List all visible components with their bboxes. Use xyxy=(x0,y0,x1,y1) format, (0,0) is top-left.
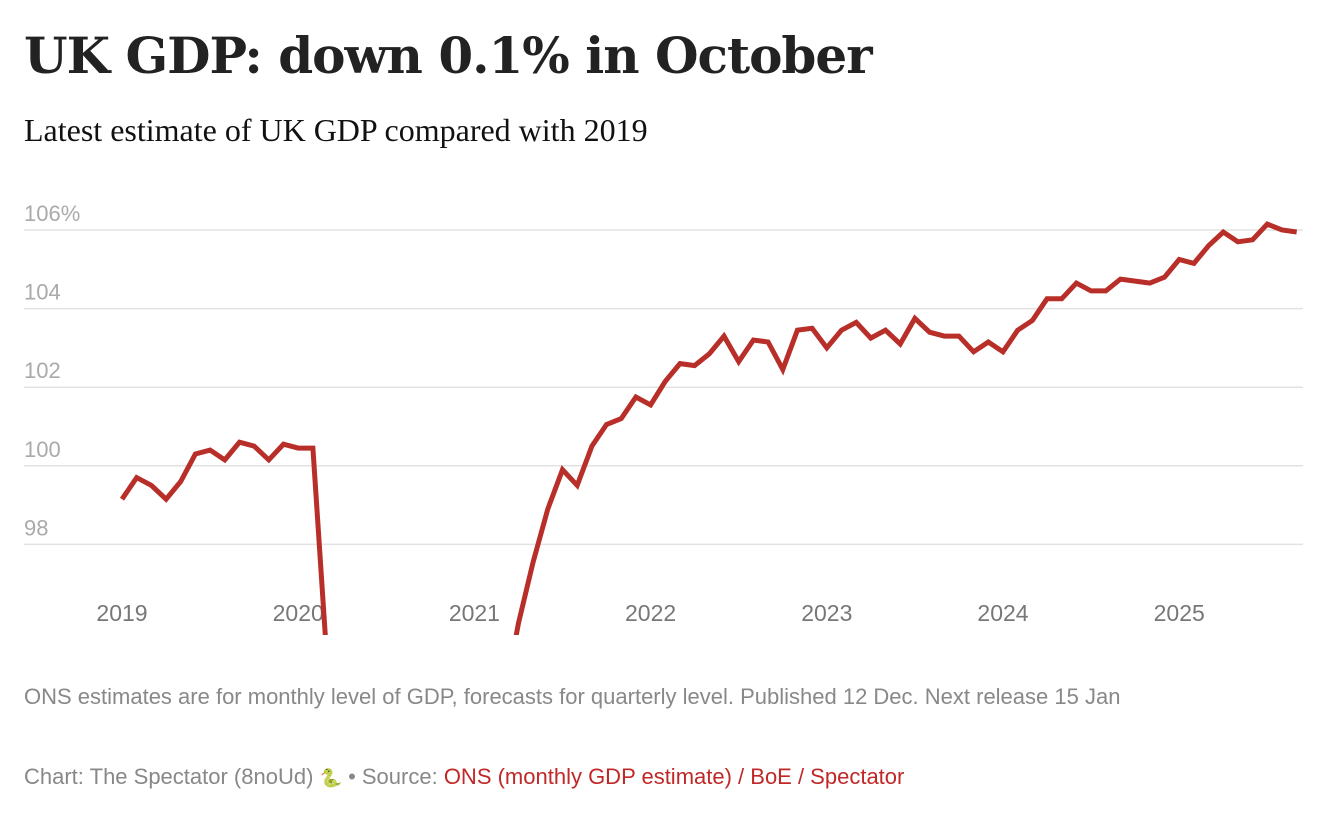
x-tick-label: 2020 xyxy=(273,600,324,626)
y-tick-label: 102 xyxy=(24,358,61,383)
chart-subtitle: Latest estimate of UK GDP compared with … xyxy=(24,112,648,148)
y-axis-ticks: 98 100 102 104 106% xyxy=(24,201,80,540)
series-line-gdp xyxy=(119,221,1298,635)
line-chart: 98 100 102 104 106% 2019 2020 2021 2022 2023 2024… xyxy=(24,201,1303,635)
source-link[interactable]: ONS (monthly GDP estimate) / BoE / Spect… xyxy=(443,764,905,789)
x-tick-label: 2025 xyxy=(1154,600,1205,626)
x-tick-label: 2023 xyxy=(801,600,852,626)
x-tick-label: 2022 xyxy=(625,600,676,626)
chart-notes: ONS estimates are for monthly level of G… xyxy=(24,684,1121,709)
x-axis-ticks: 2019 2020 2021 2022 2023 2024 2025 xyxy=(96,600,1204,626)
chart-title: UK GDP: down 0.1% in October xyxy=(24,26,873,85)
x-tick-label: 2019 xyxy=(96,600,147,626)
y-tick-label: 100 xyxy=(24,437,61,462)
x-tick-label: 2021 xyxy=(449,600,500,626)
snake-icon: 🐍 xyxy=(319,768,342,788)
x-tick-label: 2024 xyxy=(977,600,1028,626)
y-tick-label: 106% xyxy=(24,201,80,226)
chart-credit: Chart: The Spectator (8noUd) 🐍 • Source:… xyxy=(24,760,904,795)
credit-text: Chart: The Spectator (8noUd) xyxy=(24,764,314,789)
y-tick-label: 104 xyxy=(24,280,61,305)
source-label: • Source: xyxy=(341,764,444,789)
series-layer xyxy=(119,221,1298,635)
y-tick-label: 98 xyxy=(24,515,48,540)
